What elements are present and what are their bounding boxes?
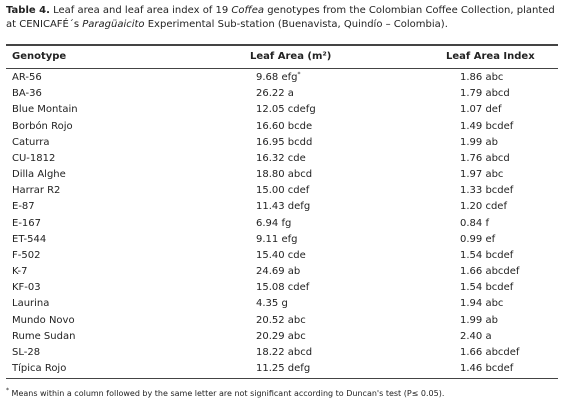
cell-value: 4.35 g [256,298,288,310]
cell-value: 20.29 abc [256,330,306,342]
genotype: Caturra [12,136,50,148]
genotype: Laurina [12,298,50,310]
cell-value: 1.99 ab [460,314,498,326]
cell-value: 11.25 defg [256,363,311,375]
genotype: AR-56 [12,72,42,83]
cell-value: 1.54 bcdef [460,249,514,261]
caption-text: Leaf area and leaf area index of 19 [49,5,232,16]
caption-italic: Coffea [231,5,265,16]
footnote-text: Means within a column followed by the sa… [9,389,445,398]
caption-text: Experimental Sub-station (Buenavista, Qu… [144,19,448,30]
cell-value: 1.46 bcdef [460,363,514,375]
genotype: Harrar R2 [12,185,61,197]
cell-value: 16.95 bcdd [256,136,313,148]
significance-mark: * [297,71,301,78]
cell-value: 1.66 abcdef [460,346,520,358]
caption: Table 4. Leaf area and leaf area index o… [6,4,558,32]
cell-value: 1.33 bcdef [460,185,514,197]
cell-value: 12.05 cdefg [256,104,316,116]
cell-value: 1.49 bcdef [460,120,514,132]
column-header: Leaf Area Index [446,51,535,62]
genotype: ET-544 [12,233,47,245]
cell-value: 20.52 abc [256,314,306,326]
cell-value: 18.22 abcd [256,346,313,358]
cell-value: 1.99 ab [460,136,498,148]
cell-value: 0.99 ef [460,233,496,245]
bottom-rule [6,378,558,379]
cell-value: 26.22 a [256,88,294,100]
genotype: SL-28 [12,346,41,358]
cell-value: 16.32 cde [256,152,306,164]
genotype: E-87 [12,201,35,213]
genotype: BA-36 [12,88,42,100]
column-header: Genotype [12,51,67,62]
cell-value: 24.69 ab [256,266,301,278]
top-rule [6,44,558,46]
caption-italic: Paragüaicito [82,19,145,30]
cell-value: 15.40 cde [256,249,306,261]
genotype: CU-1812 [12,152,56,164]
genotype: Dilla Alghe [12,169,66,181]
cell-value: 1.07 def [460,104,502,116]
cell-value: 0.84 f [460,217,489,229]
cell-value: 6.94 fg [256,217,292,229]
caption-text: genotypes from the Colombian Coffee Coll… [6,5,555,30]
cell-value: 1.66 abcdef [460,266,520,278]
cell-value: 9.11 efg [256,233,298,245]
genotype: K-7 [12,266,28,278]
cell-value: 15.00 cdef [256,185,310,197]
footnote-mark: * [6,387,9,394]
genotype: Borbón Rojo [12,120,73,132]
cell-value: 11.43 defg [256,201,311,213]
cell-value: 1.79 abcd [460,88,510,100]
cell-value: 2.40 a [460,330,492,342]
column-header: Leaf Area (m²) [250,51,332,62]
cell-value: 9.68 efg* [256,71,301,84]
genotype: Blue Montain [12,104,78,116]
genotype: E-167 [12,217,42,229]
cell-value: 1.94 abc [460,298,504,310]
genotype: Típica Rojo [12,363,67,375]
genotype: KF-03 [12,282,41,294]
cell-value: 1.76 abcd [460,152,510,164]
footnote: * Means within a column followed by the … [6,387,445,399]
header-rule [6,68,558,69]
genotype: Mundo Novo [12,314,75,326]
cell-value: 1.86 abc [460,72,504,83]
genotype: F-502 [12,249,41,261]
cell-value: 18.80 abcd [256,169,313,181]
cell-value: 16.60 bcde [256,120,313,132]
genotype: Rume Sudan [12,330,76,342]
caption-label: Table 4. [6,5,50,16]
cell-value: 15.08 cdef [256,282,310,294]
cell-value: 1.54 bcdef [460,282,514,294]
cell-value: 1.20 cdef [460,201,507,213]
cell-value: 1.97 abc [460,169,504,181]
